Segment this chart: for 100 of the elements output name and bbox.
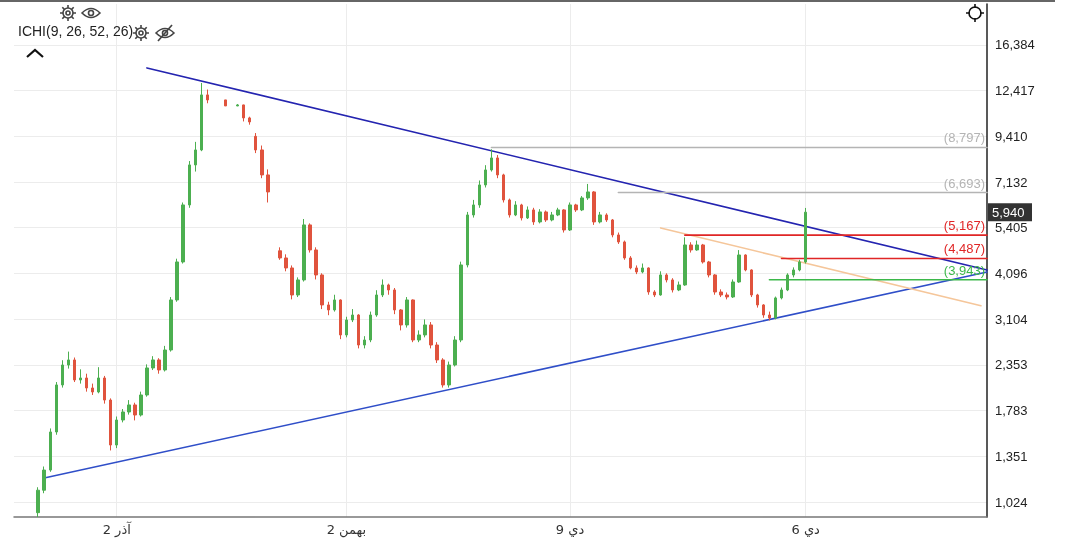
annotation: (8,797) [943,130,985,146]
candlestick [393,287,396,315]
candlestick [73,357,76,383]
candlestick [260,145,264,179]
candlestick [194,141,197,173]
candlestick [351,308,354,323]
candlestick [447,361,451,389]
candlestick [496,154,499,179]
candlestick [478,179,481,209]
candlestick [61,359,64,389]
candlestick [532,207,535,226]
candlestick [320,272,324,310]
candlestick [701,243,705,265]
candlestick [387,283,390,296]
candlestick [744,253,747,272]
candlestick [42,466,46,494]
y-tick-label: 16,384 [995,37,1035,53]
y-tick-label: 1,783 [995,403,1028,419]
y-tick-label: 5,405 [995,220,1028,236]
candlestick [423,318,427,338]
candlestick [484,164,487,188]
candlestick [677,281,681,292]
candlestick [762,303,765,319]
candlestick [333,294,336,313]
candlestick [605,212,608,223]
y-tick-label: 1,351 [995,448,1028,464]
candlestick [629,255,632,270]
candlestick [725,291,729,300]
candlestick [67,351,70,370]
x-tick-label: 9 دي [555,522,585,537]
candlestick [242,104,245,122]
y-tick-label: 4,096 [995,265,1028,281]
candlestick [665,272,668,283]
candlestick [641,263,644,274]
candlestick [248,116,251,126]
candlestick [695,240,699,252]
candlestick [526,205,529,220]
candlestick [206,89,209,104]
annotation: (3,943) [943,262,985,278]
candlestick [768,311,771,321]
candlestick [151,355,155,371]
candlestick [568,201,572,232]
candlestick [36,486,40,518]
candlestick [278,246,282,261]
y-tick-label: 2,353 [995,357,1028,373]
y-tick-label: 7,132 [995,174,1028,190]
candlestick [623,240,626,261]
candlestick [327,301,330,316]
candlestick [719,288,723,298]
candlestick [290,264,294,300]
candlestick [284,253,288,272]
candlestick [314,246,318,280]
candlestick [617,232,620,245]
candlestick [574,203,578,213]
candlestick [490,148,493,173]
candlestick [381,278,384,298]
candlestick [109,397,112,451]
candlestick [55,381,58,436]
candlestick [224,99,227,107]
candlestick [429,321,433,349]
candlestick [115,416,118,449]
candlestick [459,261,463,343]
candlestick [635,264,638,275]
candlestick [339,298,342,340]
candlestick [405,296,409,329]
candlestick [411,298,415,343]
candlestick [514,200,517,217]
candlestick [659,270,662,297]
candlestick [538,208,542,224]
candlestick [345,316,348,338]
x-tick-label: 2 بهمن [326,522,367,538]
candlestick [91,383,94,396]
candlestick [417,329,421,343]
candlestick [786,272,789,292]
candlestick [441,357,445,389]
candlestick [296,276,300,298]
candlestick [774,296,777,320]
candlestick [647,266,650,296]
candlestick [375,289,378,318]
annotation: (5,167) [943,218,985,234]
annotation: 5,940 [992,204,1025,220]
candlestick [792,266,795,278]
candlestick [139,391,143,418]
candlestick [145,363,149,398]
candlestick [653,289,656,298]
y-tick-label: 12,417 [995,83,1035,99]
candlestick [683,236,687,287]
x-tick-label: 6 دي [791,522,821,537]
candlestick [750,268,753,298]
candlestick [707,260,711,278]
annotation: (6,693) [943,175,985,191]
candlestick [236,103,239,107]
candlestick [369,311,372,343]
candlestick [85,373,88,393]
candlestick [157,357,161,375]
candlestick [731,278,735,299]
x-tick-label: 2 آذر [102,521,133,538]
candlestick [586,183,590,201]
candlestick [127,399,131,416]
candlestick [133,402,137,421]
